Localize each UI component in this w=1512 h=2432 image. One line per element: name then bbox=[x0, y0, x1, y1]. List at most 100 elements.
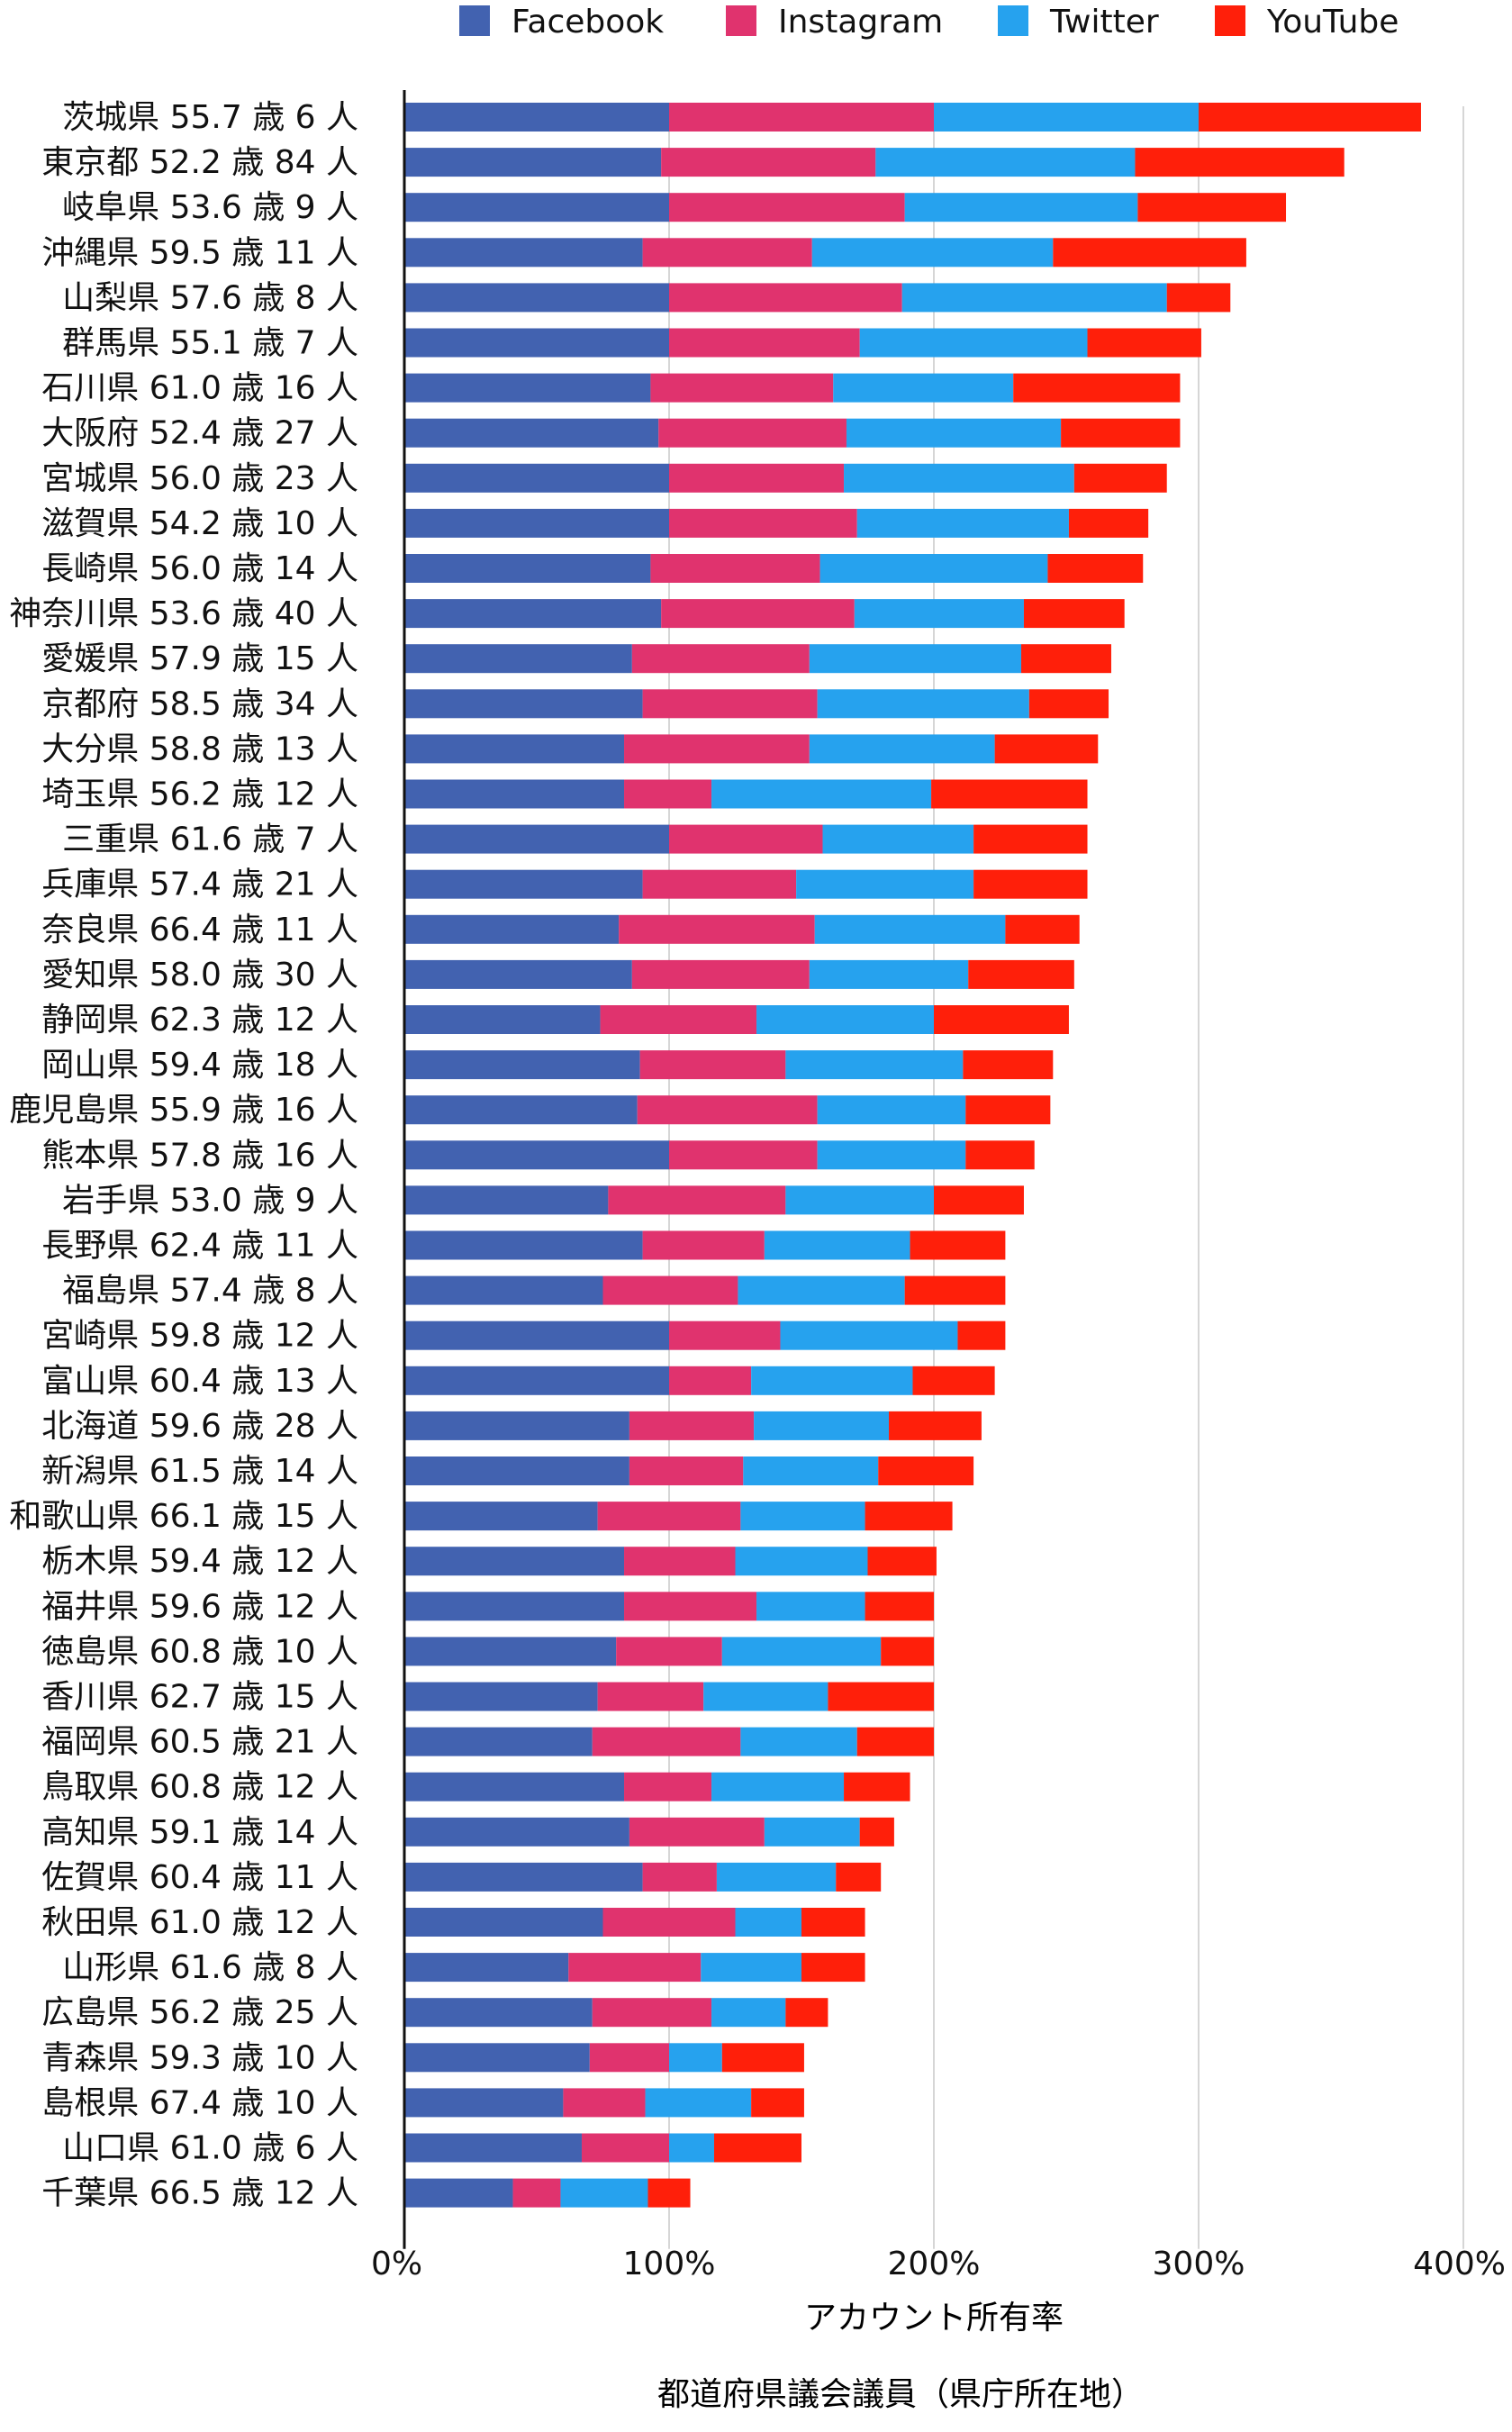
category-label-16: 三重県 61.6 歳 7 人 bbox=[62, 821, 358, 858]
bar-youtube-21 bbox=[963, 1050, 1054, 1080]
bar-youtube-38 bbox=[859, 1817, 894, 1847]
bar-instagram-22 bbox=[637, 1095, 818, 1125]
bar-facebook-13 bbox=[404, 689, 643, 719]
bar-instagram-1 bbox=[661, 148, 876, 177]
bar-twitter-35 bbox=[703, 1682, 828, 1711]
bar-twitter-21 bbox=[785, 1050, 964, 1080]
bar-youtube-25 bbox=[910, 1230, 1006, 1260]
bar-twitter-18 bbox=[814, 914, 1006, 944]
category-label-5: 群馬県 55.1 歳 7 人 bbox=[62, 325, 358, 362]
category-label-28: 富山県 60.4 歳 13 人 bbox=[41, 1363, 358, 1400]
bar-youtube-4 bbox=[1166, 283, 1231, 313]
category-label-43: 青森県 59.3 歳 10 人 bbox=[41, 2039, 358, 2076]
bar-youtube-6 bbox=[1013, 373, 1181, 403]
category-label-7: 大阪府 52.4 歳 27 人 bbox=[41, 415, 358, 452]
category-label-1: 東京都 52.2 歳 84 人 bbox=[41, 144, 358, 181]
bar-youtube-18 bbox=[1005, 914, 1080, 944]
category-label-18: 奈良県 66.4 歳 11 人 bbox=[41, 912, 358, 948]
category-label-33: 福井県 59.6 歳 12 人 bbox=[41, 1588, 358, 1625]
bar-youtube-37 bbox=[844, 1772, 910, 1801]
x-tick-labels: 0% 100% 200% 300% 400% bbox=[371, 2246, 1506, 2282]
category-label-26: 福島県 57.4 歳 8 人 bbox=[62, 1273, 358, 1310]
bar-youtube-26 bbox=[904, 1275, 1006, 1305]
bar-twitter-11 bbox=[854, 599, 1024, 629]
bar-youtube-13 bbox=[1028, 689, 1109, 719]
bar-youtube-22 bbox=[965, 1095, 1051, 1125]
bar-facebook-24 bbox=[404, 1185, 609, 1215]
category-label-21: 岡山県 59.4 歳 18 人 bbox=[41, 1047, 358, 1084]
bar-instagram-30 bbox=[629, 1456, 744, 1485]
bar-twitter-28 bbox=[751, 1366, 913, 1395]
category-label-35: 香川県 62.7 歳 15 人 bbox=[41, 1679, 358, 1716]
bar-instagram-34 bbox=[616, 1637, 722, 1666]
bar-twitter-26 bbox=[738, 1275, 905, 1305]
bar-instagram-17 bbox=[642, 869, 797, 899]
category-label-14: 大分県 58.8 歳 13 人 bbox=[41, 731, 358, 767]
bar-twitter-39 bbox=[716, 1862, 837, 1892]
category-label-23: 熊本県 57.8 歳 16 人 bbox=[41, 1137, 358, 1174]
bar-instagram-10 bbox=[650, 554, 820, 583]
bar-instagram-3 bbox=[642, 238, 812, 268]
category-label-12: 愛媛県 57.9 歳 15 人 bbox=[41, 640, 358, 677]
category-label-17: 兵庫県 57.4 歳 21 人 bbox=[41, 867, 358, 903]
bar-youtube-33 bbox=[865, 1592, 934, 1621]
bar-facebook-39 bbox=[404, 1862, 643, 1892]
bar-youtube-24 bbox=[934, 1185, 1024, 1215]
bar-twitter-9 bbox=[856, 508, 1069, 538]
bar-twitter-1 bbox=[875, 148, 1136, 177]
bar-facebook-26 bbox=[404, 1275, 603, 1305]
bar-twitter-0 bbox=[934, 103, 1199, 132]
x-tick-3: 300% bbox=[1153, 2246, 1245, 2282]
legend-label-instagram: Instagram bbox=[778, 4, 943, 41]
bar-twitter-13 bbox=[817, 689, 1029, 719]
bar-youtube-45 bbox=[713, 2133, 801, 2163]
bar-instagram-0 bbox=[669, 103, 934, 132]
category-label-32: 栃木県 59.4 歳 12 人 bbox=[41, 1543, 358, 1580]
category-label-2: 岐阜県 53.6 歳 9 人 bbox=[62, 189, 358, 226]
bar-youtube-29 bbox=[889, 1411, 982, 1440]
bar-twitter-2 bbox=[904, 193, 1138, 222]
category-label-6: 石川県 61.0 歳 16 人 bbox=[41, 370, 358, 407]
bar-twitter-3 bbox=[811, 238, 1054, 268]
bar-twitter-14 bbox=[809, 734, 995, 764]
category-label-36: 福岡県 60.5 歳 21 人 bbox=[41, 1724, 358, 1761]
bar-twitter-46 bbox=[560, 2178, 648, 2208]
bar-instagram-16 bbox=[669, 824, 823, 854]
category-label-34: 徳島県 60.8 歳 10 人 bbox=[41, 1633, 358, 1670]
category-label-24: 岩手県 53.0 歳 9 人 bbox=[62, 1182, 358, 1219]
bar-facebook-6 bbox=[404, 373, 651, 403]
bar-youtube-43 bbox=[721, 2043, 804, 2073]
bar-instagram-12 bbox=[631, 644, 810, 674]
bar-twitter-30 bbox=[743, 1456, 879, 1485]
bar-youtube-14 bbox=[994, 734, 1099, 764]
bar-twitter-34 bbox=[721, 1637, 882, 1666]
bar-facebook-8 bbox=[404, 463, 669, 493]
bar-twitter-41 bbox=[701, 1953, 801, 1983]
bar-instagram-5 bbox=[669, 328, 860, 358]
bar-facebook-34 bbox=[404, 1637, 617, 1666]
bar-youtube-28 bbox=[912, 1366, 995, 1395]
category-label-45: 山口県 61.0 歳 6 人 bbox=[62, 2130, 358, 2167]
category-label-15: 埼玉県 56.2 歳 12 人 bbox=[41, 776, 358, 813]
bar-facebook-35 bbox=[404, 1682, 598, 1711]
category-label-0: 茨城県 55.7 歳 6 人 bbox=[62, 99, 358, 136]
bar-facebook-29 bbox=[404, 1411, 629, 1440]
bar-youtube-0 bbox=[1199, 103, 1421, 132]
bar-instagram-18 bbox=[619, 914, 815, 944]
bar-instagram-43 bbox=[589, 2043, 669, 2073]
bar-youtube-10 bbox=[1047, 554, 1144, 583]
bar-youtube-8 bbox=[1073, 463, 1167, 493]
bar-facebook-10 bbox=[404, 554, 651, 583]
bar-twitter-12 bbox=[809, 644, 1022, 674]
bar-youtube-46 bbox=[647, 2178, 691, 2208]
category-label-40: 秋田県 61.0 歳 12 人 bbox=[41, 1904, 358, 1941]
bar-instagram-28 bbox=[669, 1366, 752, 1395]
category-label-41: 山形県 61.6 歳 8 人 bbox=[62, 1949, 358, 1986]
bar-youtube-7 bbox=[1061, 418, 1181, 448]
bar-facebook-23 bbox=[404, 1140, 669, 1170]
bar-facebook-44 bbox=[404, 2088, 564, 2118]
category-label-30: 新潟県 61.5 歳 14 人 bbox=[41, 1453, 358, 1490]
bar-twitter-17 bbox=[796, 869, 974, 899]
bar-youtube-35 bbox=[828, 1682, 934, 1711]
